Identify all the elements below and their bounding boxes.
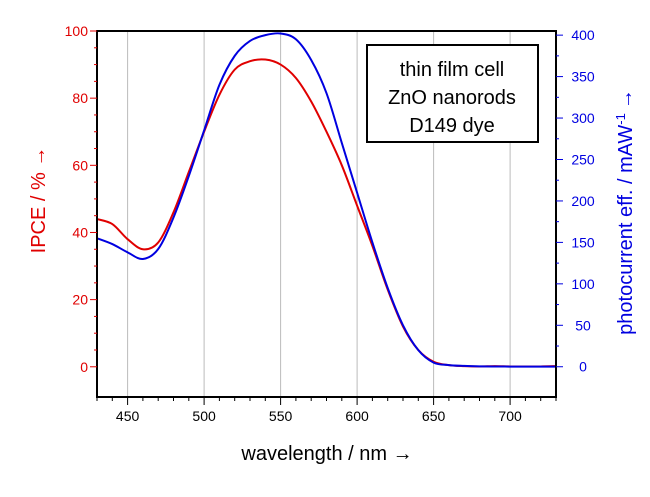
x-tick-label: 650: [422, 408, 446, 424]
annotation-line-2: ZnO nanorods: [388, 87, 516, 109]
ticks: 450 500 550 600 650 700 0 20 40 60 80 100 0 50 100 150 2…: [65, 23, 595, 424]
y-right-tick-label: 50: [575, 317, 591, 333]
y-right-tick-label: 300: [571, 110, 595, 126]
x-tick-label: 450: [116, 408, 140, 424]
y-right-tick-label: 250: [571, 151, 595, 167]
y-right-tick-label: 400: [571, 27, 595, 43]
y-right-tick-label: 150: [571, 234, 595, 250]
x-axis-label: wavelength / nm →: [240, 443, 412, 465]
x-tick-label: 550: [269, 408, 293, 424]
y-left-tick-label: 20: [72, 292, 88, 308]
annotation-box: thin film cell ZnO nanorods D149 dye: [366, 44, 539, 143]
y-right-tick-label: 200: [571, 193, 595, 209]
series-line-photocurrent: [96, 32, 556, 368]
y-left-tick-label: 40: [72, 224, 88, 240]
y-left-tick-label: 60: [72, 157, 88, 173]
annotation-line-1: thin film cell: [400, 59, 504, 81]
y-right-tick-label: 100: [571, 276, 595, 292]
y-right-tick-label: 350: [571, 69, 595, 85]
y-axis-label-right: photocurrent eff. / mAW-1→: [613, 89, 637, 335]
y-left-tick-label: 80: [72, 90, 88, 106]
y-left-tick-label: 0: [80, 359, 88, 375]
y-left-tick-label: 100: [65, 23, 89, 39]
y-axis-label-left: IPCE / % →: [28, 147, 50, 254]
series-lines: [96, 32, 557, 368]
x-tick-label: 700: [498, 408, 522, 424]
x-tick-label: 600: [345, 408, 369, 424]
annotation-line-3: D149 dye: [409, 115, 495, 137]
y-right-tick-label: 0: [579, 359, 587, 375]
x-tick-label: 500: [192, 408, 216, 424]
